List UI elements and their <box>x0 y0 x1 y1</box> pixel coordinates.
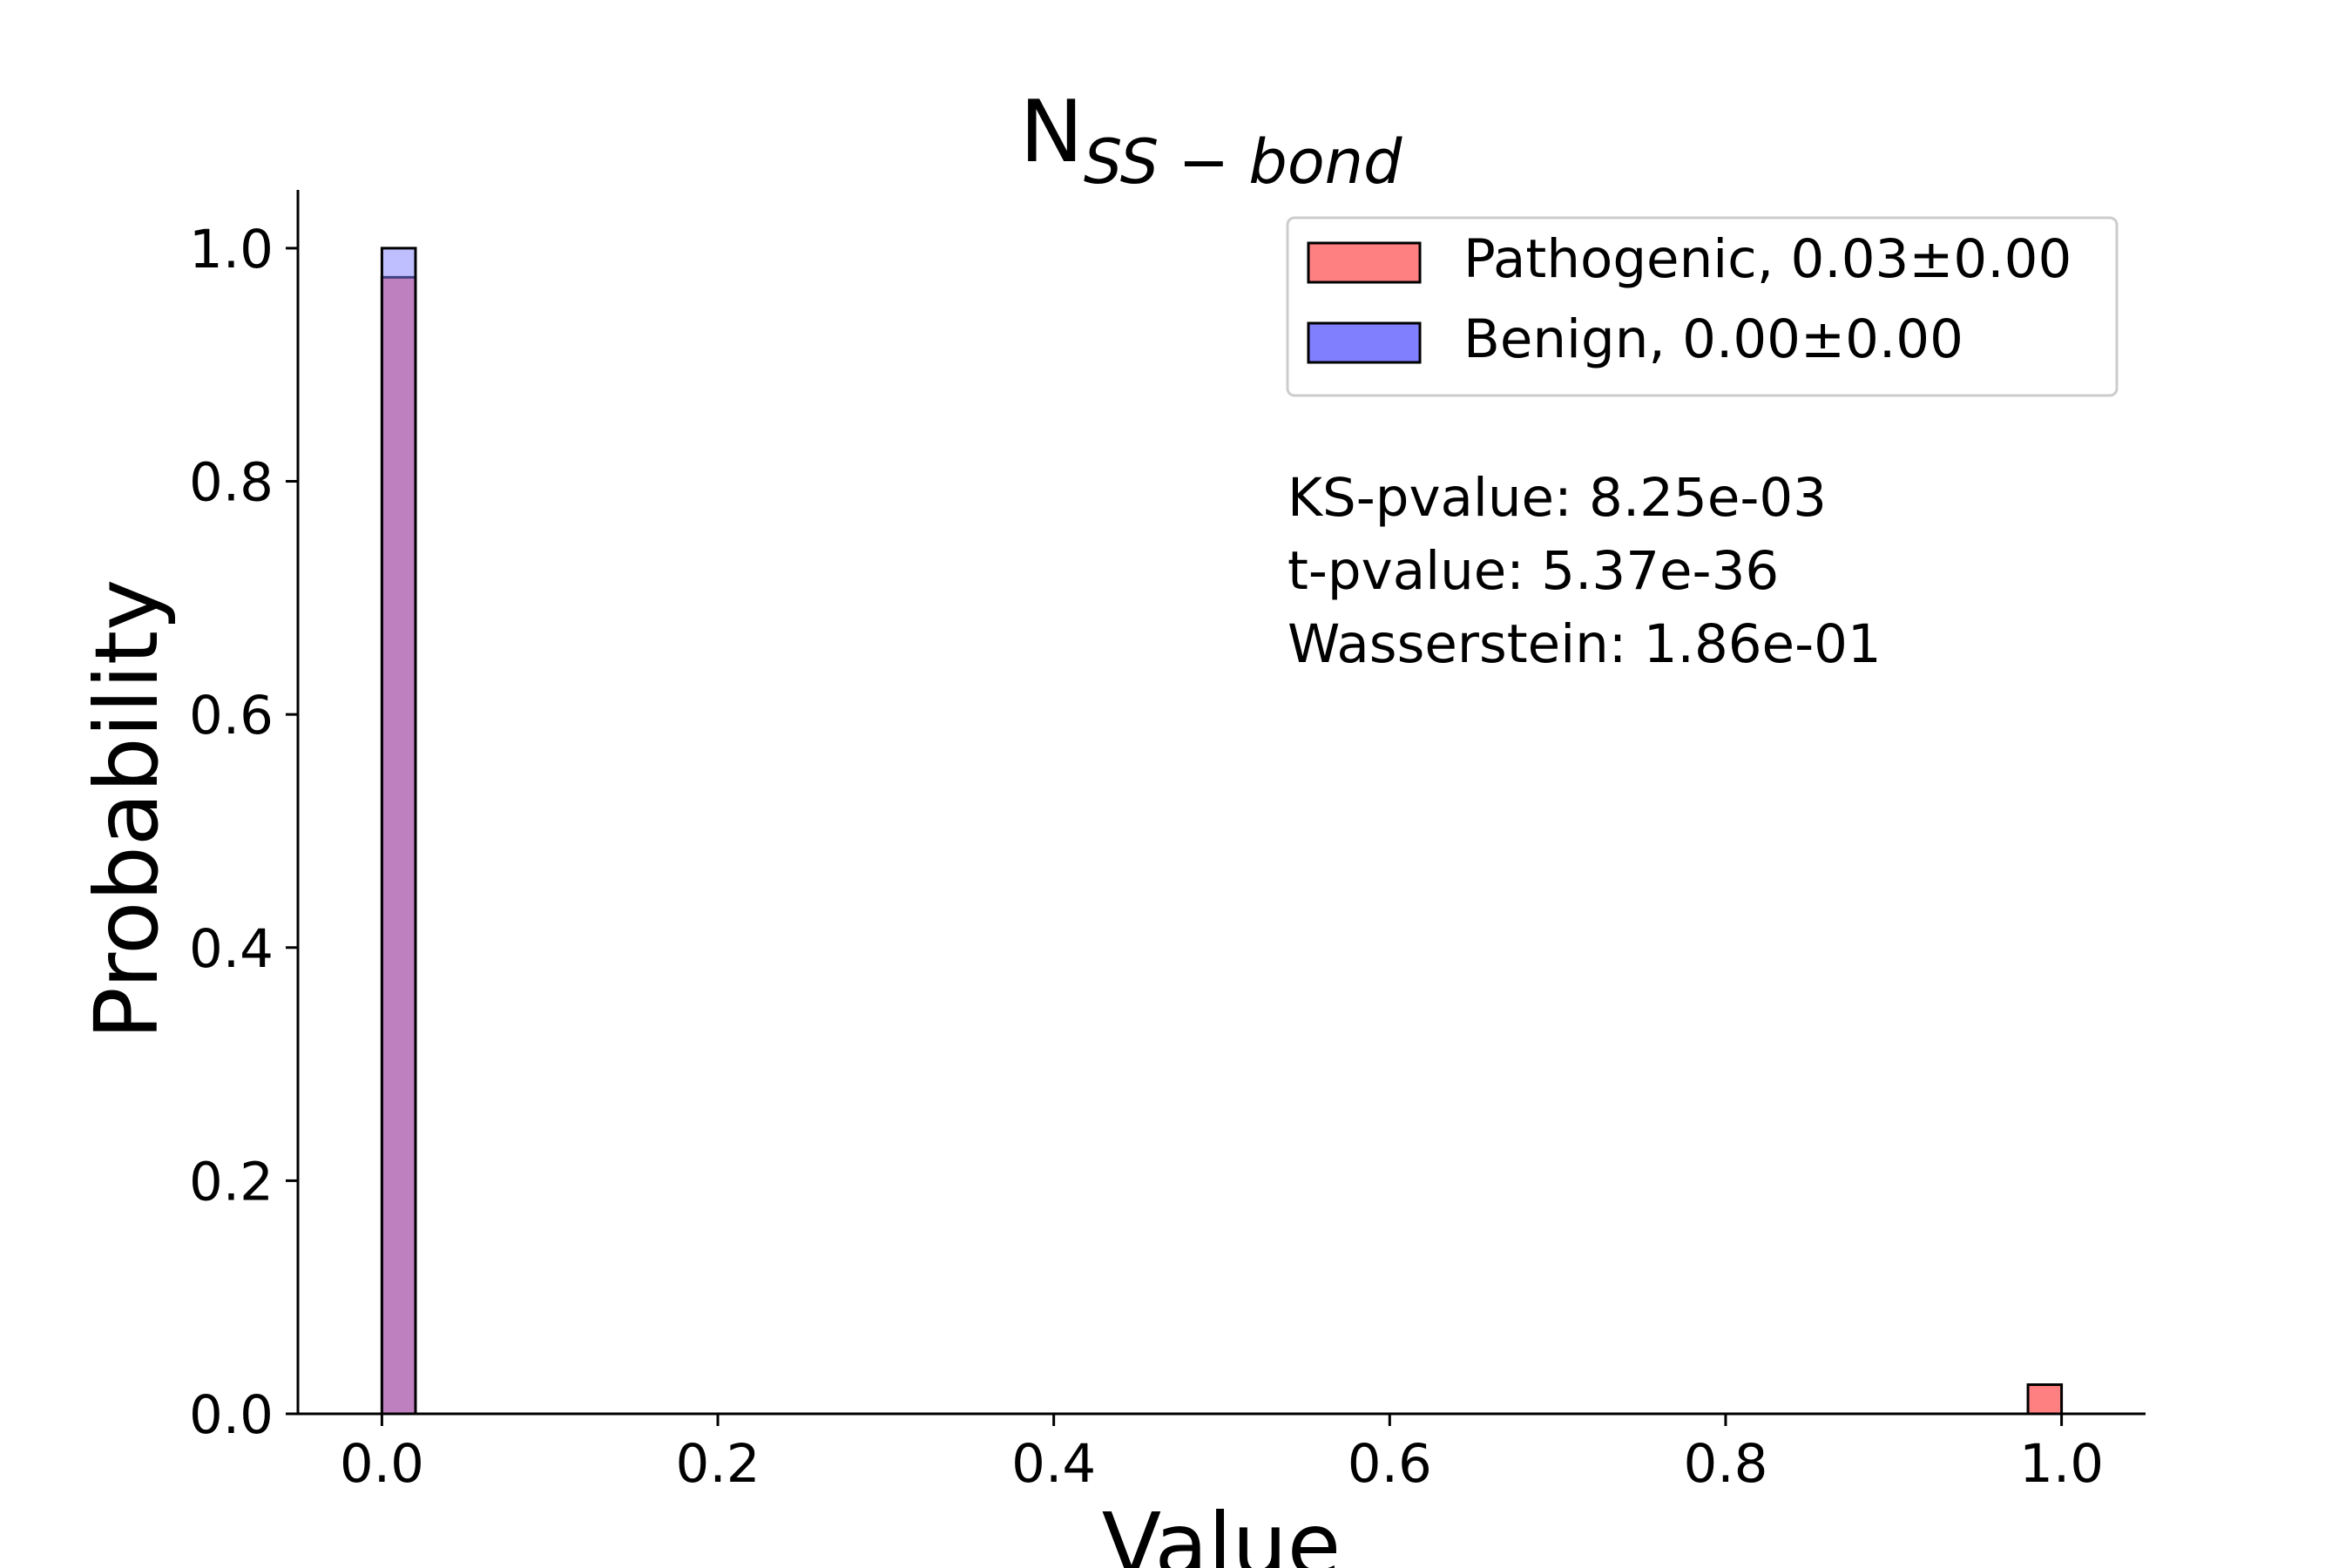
y-tick-label: 0.6 <box>189 685 274 747</box>
bars-layer <box>380 247 2064 1416</box>
x-tick-label: 0.8 <box>1683 1433 1767 1495</box>
chart-title-subscript: SS − bond <box>1084 126 1402 198</box>
legend-swatch-benign <box>1307 321 1422 364</box>
chart-title: NSS − bond <box>1020 83 1402 198</box>
y-tick-label: 1.0 <box>189 219 274 280</box>
bar-benign-0 <box>380 247 417 1416</box>
y-tick-label: 0.2 <box>189 1151 274 1213</box>
y-axis-label: Probability <box>76 579 178 1040</box>
x-tick-label: 1.0 <box>2019 1433 2104 1495</box>
x-tick-label: 0.2 <box>676 1433 760 1495</box>
chart-title-main: N <box>1020 83 1084 182</box>
bar-pathogenic-1 <box>2026 1383 2064 1416</box>
ks-pvalue-annotation: KS-pvalue: 8.25e-03 <box>1288 467 1827 529</box>
x-tick-label: 0.0 <box>340 1433 424 1495</box>
t-pvalue-annotation: t-pvalue: 5.37e-36 <box>1288 540 1779 602</box>
y-tick-label: 0.4 <box>189 918 274 980</box>
x-ticks: 0.0 0.2 0.4 0.6 0.8 1.0 <box>340 1414 2104 1495</box>
x-tick-label: 0.4 <box>1011 1433 1096 1495</box>
legend-frame <box>1286 216 2119 397</box>
legend: Pathogenic, 0.03±0.00 Benign, 0.00±0.00 <box>1286 216 2119 397</box>
x-tick-label: 0.6 <box>1348 1433 1432 1495</box>
x-axis-label: Value <box>1102 1494 1342 1568</box>
y-ticks: 0.0 0.2 0.4 0.6 0.8 1.0 <box>189 219 298 1446</box>
wasserstein-annotation: Wasserstein: 1.86e-01 <box>1288 613 1882 675</box>
legend-swatch-pathogenic <box>1307 241 1422 284</box>
y-tick-label: 0.8 <box>189 452 274 514</box>
legend-label-pathogenic: Pathogenic, 0.03±0.00 <box>1463 228 2072 290</box>
y-tick-label: 0.0 <box>189 1384 274 1446</box>
legend-label-benign: Benign, 0.00±0.00 <box>1463 308 1963 370</box>
